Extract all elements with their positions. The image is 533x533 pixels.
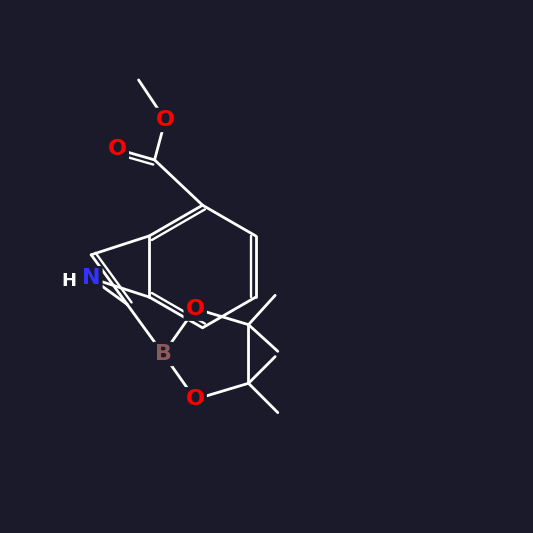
Text: N: N: [82, 268, 100, 288]
Text: O: O: [185, 298, 205, 319]
Text: H: H: [61, 272, 76, 290]
Text: O: O: [156, 110, 175, 130]
Text: B: B: [155, 344, 172, 364]
Text: O: O: [185, 389, 205, 409]
Text: O: O: [108, 139, 127, 159]
